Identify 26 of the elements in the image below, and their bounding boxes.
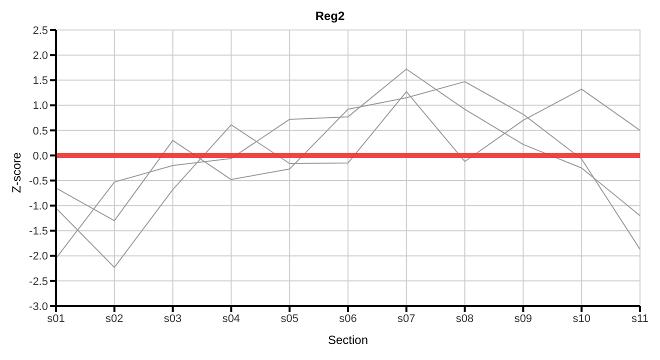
x-tick-label: s02 [106,312,124,325]
y-axis-title: Z-score [9,152,24,193]
y-tick-label: 2.5 [32,24,48,37]
y-tick-label: -2.5 [29,276,48,288]
y-tick-label: -0.5 [29,175,48,188]
y-tick-label: -1.5 [29,226,48,238]
x-tick-label: s03 [164,312,182,325]
x-tick-label: s01 [47,312,65,325]
x-tick-label: s06 [339,312,357,325]
x-tick-label: s07 [398,312,416,325]
y-tick-label: -2.0 [29,250,48,263]
y-tick-label: 1.0 [32,100,48,112]
y-tick-label: -1.0 [29,200,48,213]
y-tick-label: 0.0 [32,150,48,162]
x-tick-label: s05 [280,312,298,325]
x-tick-label: s08 [456,312,474,325]
x-tick-label: s04 [222,312,240,325]
x-tick-label: s10 [572,312,590,325]
x-axis-title: Section [328,333,368,347]
x-tick-label: s09 [514,312,532,325]
x-tick-label: s11 [632,312,648,325]
y-tick-label: -3.0 [29,300,48,313]
y-tick-label: 1.5 [32,75,48,88]
chart-title: Reg2 [314,8,346,24]
y-tick-label: 0.5 [32,125,48,138]
y-tick-label: 2.0 [32,50,48,62]
